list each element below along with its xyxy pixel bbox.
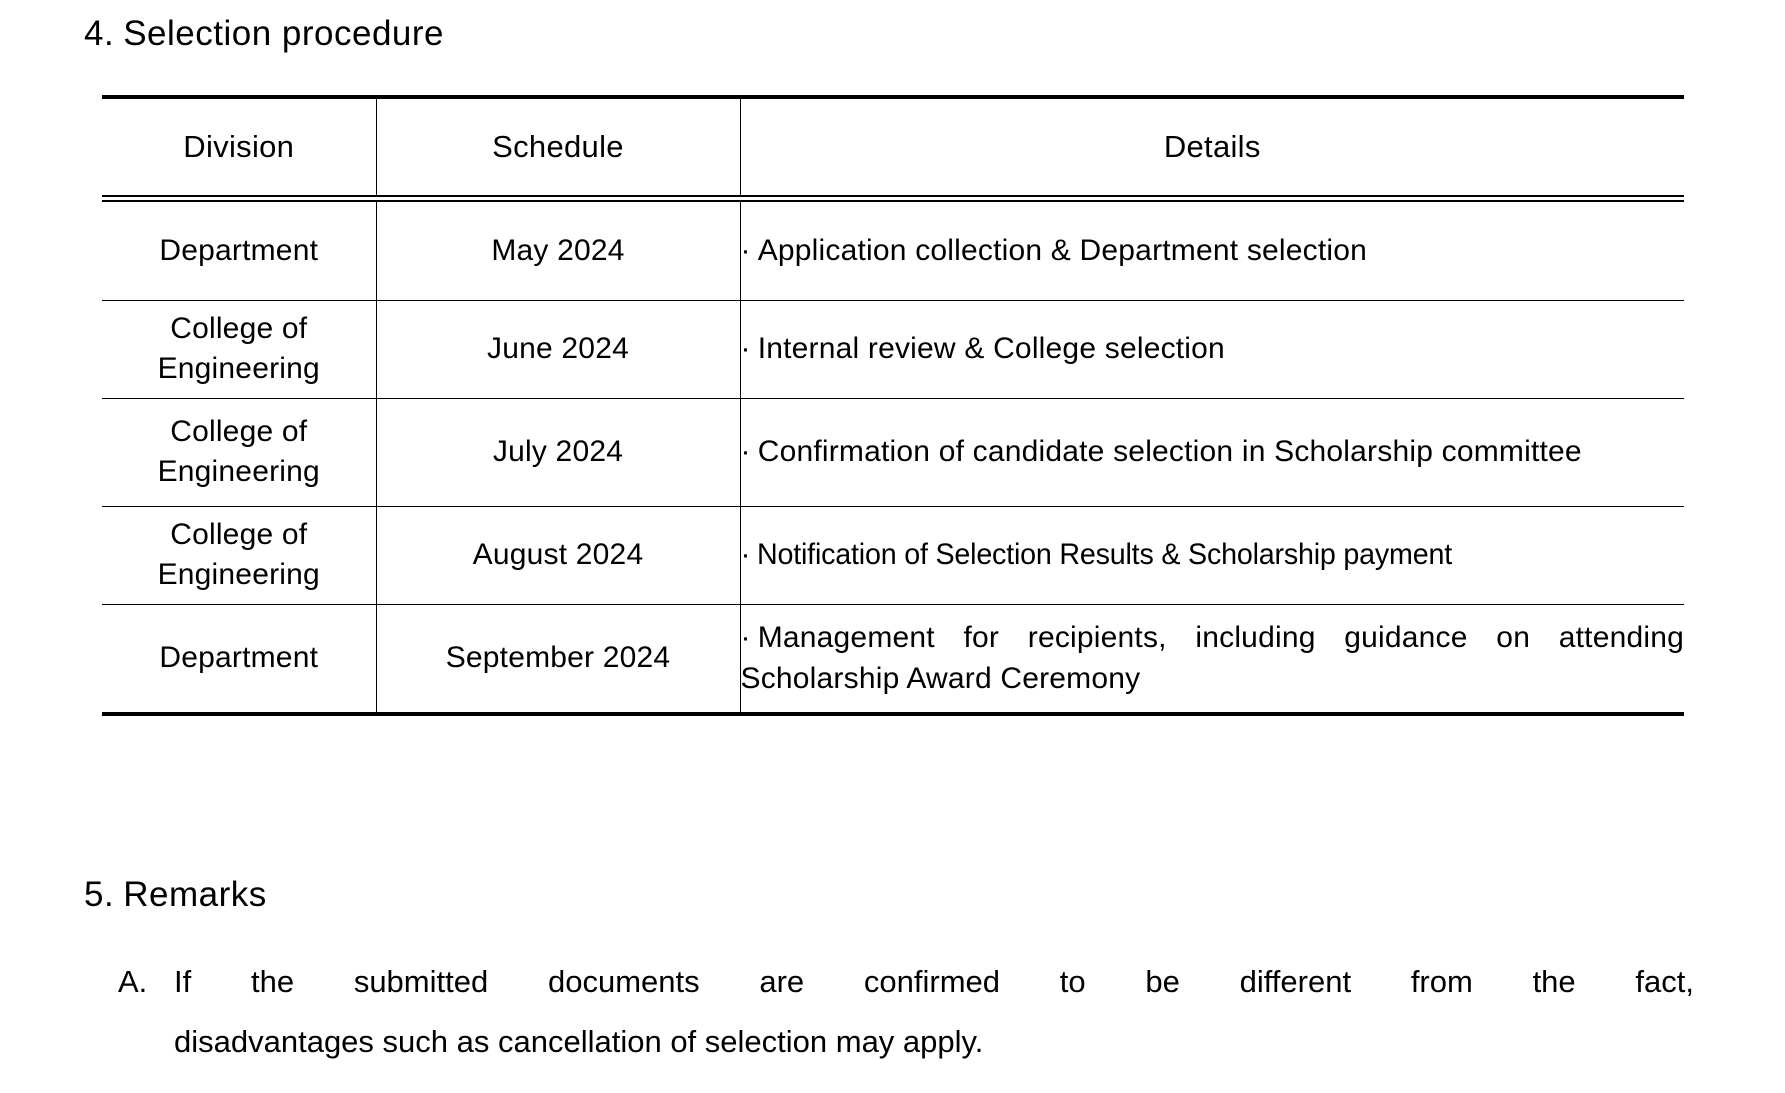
cell-details: · Confirmation of candidate selection in … [739,397,1684,506]
cell-division-text: College of Engineering [157,312,320,385]
cell-division: College of Engineering [102,299,377,398]
table-header-row: Division Schedule Details [102,99,1684,195]
table-top-rule [102,95,1684,99]
cell-division: College of Engineering [102,397,377,506]
cell-details: · Notification of Selection Results & Sch… [739,505,1684,604]
table-bottom-rule [102,712,1684,716]
remark-line-first: A. If the submitted documents are confir… [118,952,1694,1012]
column-header-details: Details [739,99,1684,195]
section-title: Selection procedure [123,14,445,53]
cell-division: Department [102,202,377,300]
section-heading-selection-procedure: 4. Selection procedure [84,14,444,54]
selection-procedure-table: Division Schedule Details [102,99,1684,195]
bullet-icon: · [740,332,751,366]
cell-details-text: Management for recipients, including gui… [740,621,1684,696]
selection-procedure-table-body: Department May 2024 · Application collect… [102,202,1684,712]
table-row: College of Engineering July 2024 · Confir… [102,397,1684,506]
cell-schedule: September 2024 [375,603,741,712]
cell-details-text: Application collection & Department sele… [757,234,1368,268]
remark-label: A. [118,964,148,999]
table-row: College of Engineering August 2024 · Noti… [102,505,1684,604]
cell-details-text: Confirmation of candidate selection in S… [757,435,1582,469]
remark-item-a: A. If the submitted documents are confir… [118,952,1694,1073]
bullet-icon: · [740,234,751,268]
cell-schedule: May 2024 [375,202,741,300]
cell-division-text: College of Engineering [157,415,320,488]
remark-text-line1: If the submitted documents are confirmed… [174,964,1694,999]
section-heading-remarks: 5. Remarks [84,875,267,915]
table-row: Department September 2024 · Management fo… [102,603,1684,712]
column-header-division: Division [102,99,377,195]
selection-procedure-table-wrapper: Division Schedule Details Department May… [102,95,1684,716]
table-row: College of Engineering June 2024 · Intern… [102,299,1684,398]
cell-details-text: Internal review & College selection [757,332,1225,366]
cell-schedule: July 2024 [375,397,741,506]
cell-schedule: August 2024 [375,505,741,604]
remark-text-line2: disadvantages such as cancellation of se… [174,1024,984,1060]
cell-division: College of Engineering [102,505,377,604]
cell-details: · Application collection & Department sel… [739,202,1684,300]
cell-details: · Management for recipients, including gu… [739,603,1684,712]
cell-details-text: Notification of Selection Results & Scho… [757,538,1453,572]
cell-schedule: June 2024 [375,299,741,398]
bullet-icon: · [740,435,751,469]
cell-division: Department [102,603,377,712]
table-header: Division Schedule Details [102,99,1684,195]
table-row: Department May 2024 · Application collect… [102,202,1684,300]
bullet-icon: · [740,621,751,655]
cell-division-text: College of Engineering [157,518,320,591]
section-number: 4. [84,14,115,53]
column-header-schedule: Schedule [375,99,741,195]
cell-details: · Internal review & College selection [739,299,1684,398]
table-header-double-rule [102,195,1684,202]
section-number: 5. [84,875,115,914]
bullet-icon: · [740,538,751,572]
section-title: Remarks [123,875,267,914]
